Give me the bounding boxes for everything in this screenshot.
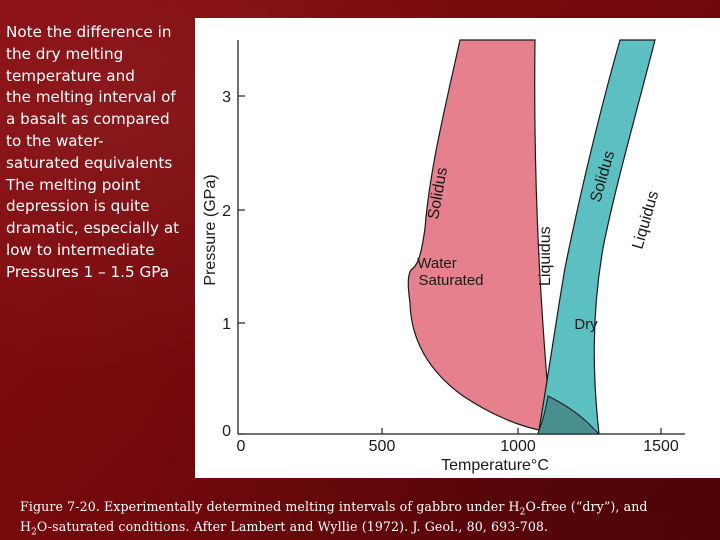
water-region-label: Saturated <box>418 272 483 289</box>
x-tick-label: 0 <box>237 438 246 455</box>
x-tick-label: 1500 <box>643 438 679 455</box>
y-axis-title: Pressure (GPa) <box>202 174 219 285</box>
note-line: saturated equivalents <box>6 153 173 172</box>
wet-liquidus-label: Liquidus <box>537 226 554 286</box>
x-tick-label: 1000 <box>500 438 536 455</box>
caption-text: O-saturated conditions. After Lambert an… <box>36 519 549 534</box>
y-tick-label: 2 <box>222 203 231 220</box>
note-line: low to intermediate <box>6 240 155 259</box>
x-tick-label: 500 <box>369 438 396 455</box>
note-line: depression is quite <box>6 197 150 216</box>
caption-text: Figure 7-20. Experimentally determined m… <box>20 499 520 514</box>
note-line: to the water- <box>6 131 104 150</box>
figure-caption: Figure 7-20. Experimentally determined m… <box>20 497 710 537</box>
caption-line-2: H2O-saturated conditions. After Lambert … <box>20 517 710 537</box>
caption-subscript: 2 <box>519 507 526 518</box>
x-axis-title: Temperature°C <box>441 457 549 474</box>
y-tick-label: 1 <box>222 316 231 333</box>
dry-liquidus-label: Liquidus <box>630 189 663 251</box>
phase-diagram-figure: 3 2 1 0 0 500 1000 1500 Pressure (GPa) T… <box>195 18 720 478</box>
dry-region-label: Dry <box>574 316 598 333</box>
note-line: a basalt as compared <box>6 110 170 129</box>
y-tick-label: 0 <box>222 423 231 440</box>
note-line: The melting point <box>6 175 141 194</box>
y-tick-label: 3 <box>222 89 231 106</box>
note-line: the dry melting <box>6 44 124 63</box>
water-region-label: Water <box>417 255 456 272</box>
note-text: Note the difference in the dry melting t… <box>6 22 192 284</box>
y-ticks <box>238 95 245 435</box>
caption-line-1: Figure 7-20. Experimentally determined m… <box>20 497 710 517</box>
note-line: the melting interval of <box>6 88 176 107</box>
overlap-region <box>537 395 601 435</box>
caption-text: O-free (“dry”), and <box>525 499 648 514</box>
caption-subscript: 2 <box>31 527 37 538</box>
note-line: Note the difference in <box>6 23 172 41</box>
note-line: dramatic, especially at <box>6 219 180 238</box>
x-ticks <box>381 428 662 434</box>
phase-diagram-svg: 3 2 1 0 0 500 1000 1500 Pressure (GPa) T… <box>202 39 685 474</box>
note-line: temperature and <box>6 66 135 85</box>
note-line: Pressures 1 – 1.5 GPa <box>6 262 170 281</box>
water-saturated-region <box>407 39 549 431</box>
caption-text: H <box>20 519 32 534</box>
